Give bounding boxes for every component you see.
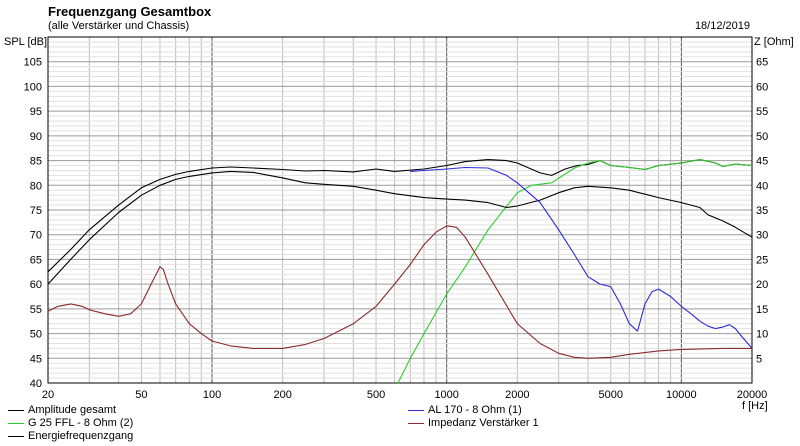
y-tick-label-left: 80 [30, 180, 42, 192]
y-tick-label-right: 50 [756, 131, 768, 143]
y-tick-label-right: 20 [756, 279, 768, 291]
y-tick-label-right: 5 [756, 353, 762, 365]
y-tick-label-left: 55 [30, 304, 42, 316]
y-tick-label-left: 90 [30, 131, 42, 143]
y-tick-label-right: 15 [756, 304, 768, 316]
y-tick-label-right: 35 [756, 205, 768, 217]
legend-label: Amplitude gesamt [28, 404, 117, 416]
y-tick-label-right: 30 [756, 230, 768, 242]
x-tick-label: 2000 [505, 389, 529, 401]
x-tick-label: 10000 [666, 389, 697, 401]
x-tick-label: 20000 [737, 389, 768, 401]
series-line [397, 159, 753, 384]
y-tick-label-left: 50 [30, 329, 42, 341]
chart-title: Frequenzgang Gesamtbox [48, 4, 212, 19]
y-tick-label-left: 105 [24, 57, 42, 69]
y-tick-label-left: 60 [30, 279, 42, 291]
y-tick-label-left: 75 [30, 205, 42, 217]
y-tick-label-left: 40 [30, 378, 42, 390]
x-tick-label: 20 [42, 389, 54, 401]
legend-swatch [408, 409, 424, 411]
chart-date: 18/12/2019 [694, 20, 750, 32]
legend-label: Energiefrequenzgang [28, 430, 134, 442]
y-tick-label-right: 25 [756, 254, 768, 266]
plot-frame [47, 36, 753, 384]
chart-subtitle: (alle Verstärker und Chassis) [48, 20, 190, 32]
x-tick-label: 5000 [598, 389, 622, 401]
legend-swatch [8, 422, 24, 424]
y-tick-label-left: 100 [24, 81, 42, 93]
y-axis-label-right: Z [Ohm] [754, 36, 794, 48]
series-line [410, 166, 753, 349]
legend-label: G 25 FFL - 8 Ohm (2) [28, 417, 134, 429]
x-axis-label: f [Hz] [742, 400, 768, 412]
legend-swatch [8, 435, 24, 437]
legend-item: Impedanz Verstärker 1 [408, 417, 539, 430]
x-tick-label: 200 [273, 389, 291, 401]
y-tick-label-right: 65 [756, 57, 768, 69]
series-line [47, 225, 752, 359]
legend-item: Amplitude gesamt [8, 404, 116, 417]
y-tick-label-right: 60 [756, 81, 768, 93]
legend-label: Impedanz Verstärker 1 [428, 417, 539, 429]
legend-item: Energiefrequenzgang [8, 430, 133, 443]
legend-swatch [408, 422, 424, 424]
y-tick-label-left: 45 [30, 353, 42, 365]
legend-swatch [8, 409, 24, 411]
y-tick-label-right: 45 [756, 156, 768, 168]
y-tick-label-left: 95 [30, 106, 42, 118]
y-tick-label-left: 65 [30, 254, 42, 266]
y-tick-label-left: 70 [30, 230, 42, 242]
x-tick-label: 1000 [434, 389, 458, 401]
legend-label: AL 170 - 8 Ohm (1) [428, 404, 522, 416]
y-axis-label-left: SPL [dB] [4, 36, 48, 48]
x-tick-label: 50 [135, 389, 147, 401]
legend-item: AL 170 - 8 Ohm (1) [408, 404, 522, 417]
series-line [47, 170, 753, 285]
x-tick-label: 500 [367, 389, 385, 401]
y-tick-label-right: 40 [756, 180, 768, 192]
y-tick-label-right: 55 [756, 106, 768, 118]
x-tick-label: 100 [203, 389, 221, 401]
legend-item: G 25 FFL - 8 Ohm (2) [8, 417, 133, 430]
y-tick-label-left: 85 [30, 156, 42, 168]
y-tick-label-right: 10 [756, 329, 768, 341]
